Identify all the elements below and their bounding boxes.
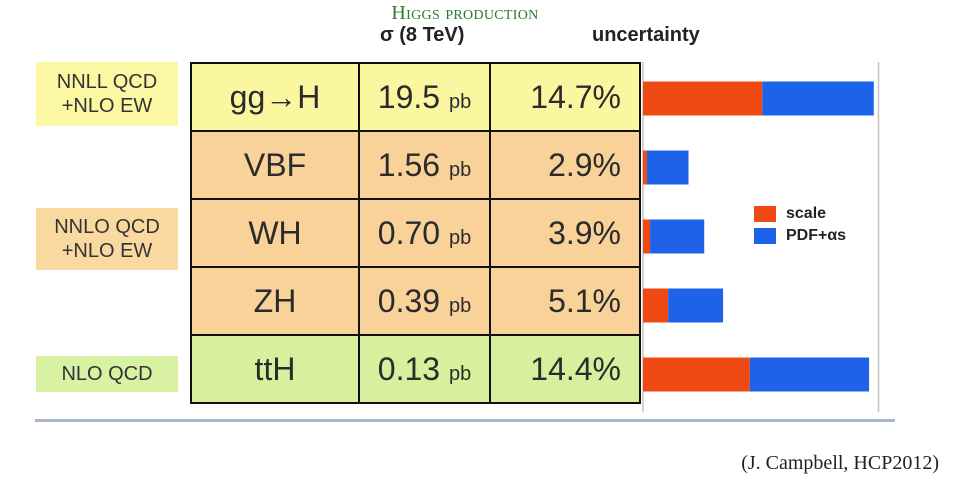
- cross-section-cell: 0.39 pb: [358, 266, 491, 336]
- bar-pdf-0: [762, 81, 874, 116]
- process-cell: VBF: [190, 130, 360, 200]
- uncertainty-cell: 3.9%: [489, 198, 641, 268]
- xsec-value: 19.5: [377, 78, 441, 115]
- cross-section-cell: 0.70 pb: [358, 198, 491, 268]
- bar-pdf-4: [749, 357, 870, 392]
- table-row: gg→H 19.5 pb 14.7%: [190, 62, 641, 132]
- order-tag-nnlo: NNLO QCD +NLO EW: [36, 208, 178, 270]
- table-row: WH 0.70 pb 3.9%: [190, 198, 641, 268]
- cross-section-header: σ (8 TeV): [380, 24, 465, 46]
- xsec-unit: pb: [448, 362, 472, 385]
- uncertainty-cell: 5.1%: [489, 266, 641, 336]
- xsec-unit: pb: [448, 158, 472, 181]
- order-tag-nnll: NNLL QCD +NLO EW: [36, 62, 178, 126]
- scale-swatch: [754, 206, 776, 222]
- bar-pdf-2: [650, 219, 705, 254]
- cross-section-cell: 0.13 pb: [358, 334, 491, 404]
- uncertainty-cell: 14.7%: [489, 62, 641, 132]
- uncertainty-cell: 14.4%: [489, 334, 641, 404]
- chart-legend: scale PDF+αs: [754, 203, 846, 247]
- xsec-value: 1.56: [377, 146, 441, 183]
- chart-title: Higgs production: [391, 2, 539, 24]
- process-cell: WH: [190, 198, 360, 268]
- cross-section-cell: 19.5 pb: [358, 62, 491, 132]
- table-row: ZH 0.39 pb 5.1%: [190, 266, 641, 336]
- legend-item-scale: scale: [754, 203, 846, 225]
- bar-scale-4: [643, 357, 750, 392]
- bar-scale-0: [643, 81, 763, 116]
- bar-scale-2: [643, 219, 651, 254]
- xsec-value: 0.39: [377, 282, 441, 319]
- process-cell: ZH: [190, 266, 360, 336]
- xsec-unit: pb: [448, 294, 472, 317]
- table-row: ttH 0.13 pb 14.4%: [190, 334, 641, 404]
- citation: (J. Campbell, HCP2012): [741, 452, 939, 474]
- bar-pdf-1: [646, 150, 689, 185]
- legend-item-pdf: PDF+αs: [754, 225, 846, 247]
- divider-line: [35, 419, 895, 422]
- process-cell: ttH: [190, 334, 360, 404]
- bar-scale-1: [643, 150, 647, 185]
- cross-section-cell: 1.56 pb: [358, 130, 491, 200]
- uncertainty-cell: 2.9%: [489, 130, 641, 200]
- pdf-swatch: [754, 228, 776, 244]
- cross-section-table: gg→H 19.5 pb 14.7% VBF 1.56 pb 2.9% WH 0…: [190, 62, 641, 404]
- bar-pdf-3: [668, 288, 724, 323]
- xsec-unit: pb: [448, 226, 472, 249]
- process-cell: gg→H: [190, 62, 360, 132]
- xsec-value: 0.13: [377, 350, 441, 387]
- legend-label-scale: scale: [786, 205, 827, 222]
- order-tag-nlo: NLO QCD: [36, 356, 178, 392]
- table-row: VBF 1.56 pb 2.9%: [190, 130, 641, 200]
- uncertainty-header: uncertainty: [592, 24, 700, 46]
- legend-label-pdf: PDF+αs: [786, 227, 847, 244]
- xsec-value: 0.70: [377, 214, 441, 251]
- bar-scale-3: [643, 288, 669, 323]
- xsec-unit: pb: [448, 90, 472, 113]
